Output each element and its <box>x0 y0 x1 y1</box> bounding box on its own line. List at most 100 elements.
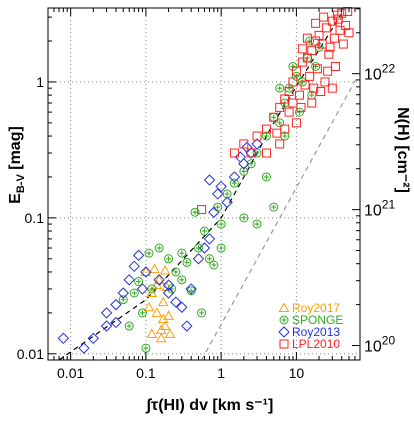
data-point-sponge <box>213 202 223 212</box>
data-point-sponge <box>141 343 151 353</box>
data-point-lpl2010 <box>261 124 271 134</box>
y2-tick-label: 1020 <box>364 334 395 356</box>
marker-circle <box>144 248 154 258</box>
legend-marker-lpl2010 <box>279 339 289 349</box>
data-point-roy2013 <box>228 171 241 183</box>
data-point-lpl2010 <box>344 28 354 38</box>
fit-line-black <box>58 12 343 361</box>
marker-circle <box>216 219 226 229</box>
data-point-lpl2010 <box>275 139 285 149</box>
marker-circle <box>288 61 298 71</box>
marker-circle <box>186 286 196 296</box>
y-axis-label-unit: [mag] <box>7 126 24 174</box>
data-point-roy2013 <box>181 320 193 332</box>
data-point-roy2013 <box>78 342 90 354</box>
data-point-roy2013 <box>212 188 224 200</box>
data-point-roy2013 <box>170 296 182 308</box>
fit-lines <box>58 12 359 361</box>
data-point-lpl2010 <box>321 23 331 33</box>
data-point-sponge <box>209 260 219 270</box>
data-point-lpl2010 <box>297 44 307 54</box>
data-point-lpl2010 <box>288 98 298 108</box>
data-point-lpl2010 <box>343 6 353 16</box>
data-point-roy2013 <box>110 298 122 311</box>
data-point-lpl2010 <box>291 66 301 76</box>
data-point-lpl2010 <box>327 83 337 93</box>
data-point-roy2013 <box>215 180 227 193</box>
data-point-lpl2010 <box>341 21 351 31</box>
data-point-roy2013 <box>221 196 233 209</box>
data-point-roy2013 <box>234 151 247 163</box>
y-tick-label: 0.01 <box>17 346 44 362</box>
data-point-lpl2010 <box>295 90 305 100</box>
data-point-sponge <box>177 275 187 285</box>
marker-circle <box>314 42 324 52</box>
data-point-lpl2010 <box>284 107 294 117</box>
data-point-sponge <box>124 321 134 331</box>
data-point-lpl2010 <box>269 112 279 122</box>
data-point-roy2017 <box>159 320 171 331</box>
data-point-sponge <box>239 213 249 223</box>
data-point-roy2013 <box>153 274 165 286</box>
data-point-lpl2010 <box>325 42 335 52</box>
marker-circle <box>137 308 147 318</box>
data-point-lpl2010 <box>307 46 317 56</box>
data-point-roy2017 <box>151 307 163 317</box>
data-point-sponge <box>137 308 147 318</box>
marker-circle <box>190 207 200 217</box>
data-point-sponge <box>154 243 164 253</box>
marker-circle <box>275 118 285 128</box>
y2-tick-label: 1022 <box>364 62 395 84</box>
data-point-lpl2010 <box>311 18 321 28</box>
data-point-sponge <box>182 257 192 267</box>
data-point-roy2017 <box>143 301 155 312</box>
data-point-roy2013 <box>203 233 216 245</box>
data-point-roy2013 <box>123 274 135 286</box>
data-point-lpl2010 <box>330 61 340 71</box>
data-point-roy2013 <box>128 260 140 273</box>
marker-circle <box>269 202 279 212</box>
y-axis-label-subscript: B-V <box>15 174 27 194</box>
data-point-lpl2010 <box>296 102 306 112</box>
data-point-roy2013 <box>203 174 216 186</box>
x-tick-label: 10 <box>289 365 305 381</box>
data-point-sponge <box>171 267 181 277</box>
legend-marker-sponge <box>279 315 289 325</box>
marker-circle <box>124 321 134 331</box>
marker-circle <box>182 257 192 267</box>
data-point-lpl2010 <box>239 139 249 149</box>
data-point-lpl2010 <box>324 49 334 59</box>
x-tick-label: 0.1 <box>136 365 156 381</box>
marker-circle <box>171 267 181 277</box>
data-point-roy2017 <box>146 328 158 338</box>
data-point-sponge <box>239 166 249 176</box>
data-point-lpl2010 <box>305 71 315 81</box>
data-point-lpl2010 <box>229 148 239 158</box>
data-point-roy2013 <box>117 287 129 299</box>
marker-circle <box>239 213 249 223</box>
data-point-sponge <box>305 36 315 46</box>
data-point-roy2013 <box>192 253 205 265</box>
data-points <box>57 6 354 354</box>
data-point-roy2013 <box>162 279 175 291</box>
data-point-lpl2010 <box>309 83 319 93</box>
marker-circle <box>216 243 226 253</box>
series-lpl2010 <box>197 6 354 215</box>
data-point-lpl2010 <box>252 131 262 141</box>
data-point-sponge <box>118 295 128 305</box>
y-tick-label: 0.1 <box>25 210 45 226</box>
data-point-sponge <box>190 207 200 217</box>
data-point-sponge <box>275 118 285 128</box>
data-point-roy2017 <box>155 332 167 343</box>
data-point-lpl2010 <box>284 87 294 97</box>
data-point-roy2013 <box>110 316 122 329</box>
data-point-lpl2010 <box>275 102 285 112</box>
marker-circle <box>291 71 301 81</box>
x-axis-label: ∫τ(HI) dv [km s⁻¹] <box>145 397 274 414</box>
data-point-lpl2010 <box>314 30 324 40</box>
data-point-roy2013 <box>251 138 263 150</box>
data-point-sponge <box>177 248 187 258</box>
marker-circle <box>311 61 321 71</box>
marker-circle <box>134 277 144 287</box>
data-point-lpl2010 <box>197 205 207 215</box>
